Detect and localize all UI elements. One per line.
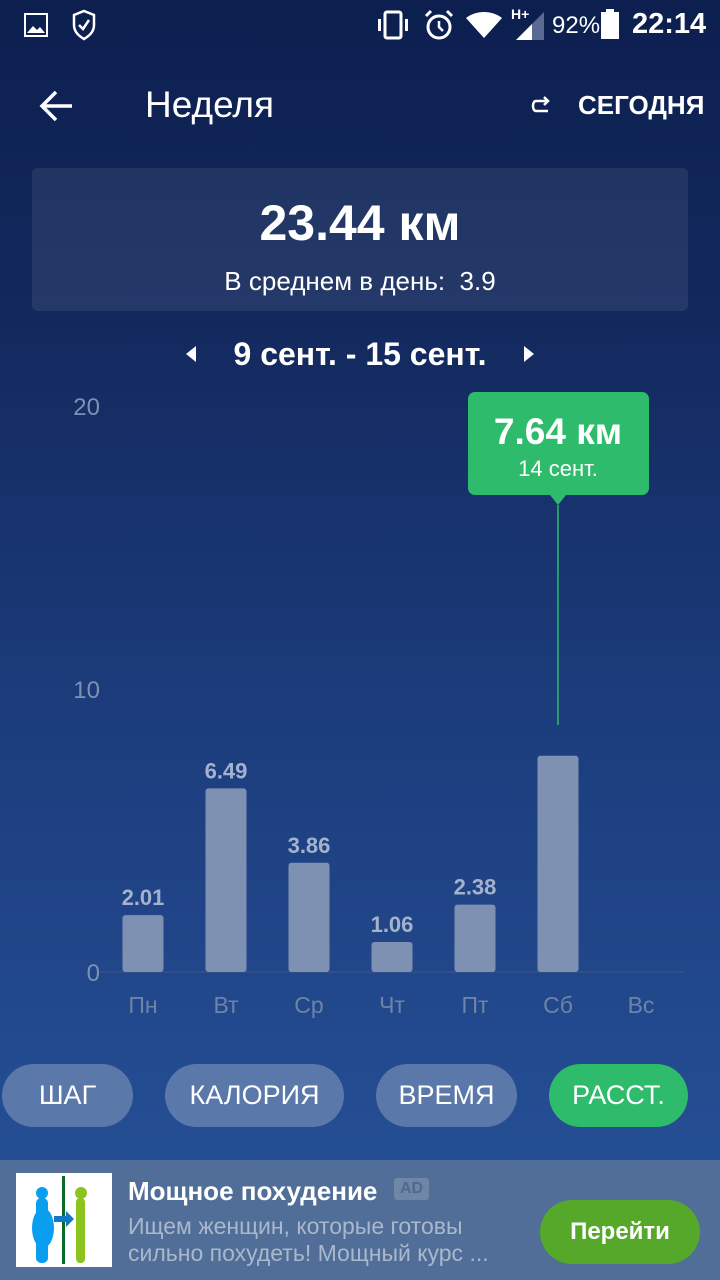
network-type: H+ xyxy=(511,6,530,22)
tab-1[interactable]: ШАГ xyxy=(2,1064,133,1127)
next-week-icon[interactable] xyxy=(522,346,536,362)
tooltip-box xyxy=(468,392,649,495)
clock: 22:14 xyxy=(632,8,707,40)
ad-text-line1: Ищем женщин, которые готовы xyxy=(128,1213,463,1239)
tab-3[interactable]: ВРЕМЯ xyxy=(376,1064,517,1127)
signal-icon xyxy=(516,12,544,40)
prev-week-icon[interactable] xyxy=(184,346,198,362)
bar-value-label: 2.01 xyxy=(122,885,165,910)
bar-Сб[interactable] xyxy=(537,755,579,972)
distance-chart: 0 10 20 2.01 Пн 6.49 Вт 3.86 Ср 1.06 Чт 2.38 Пт Сб Вс 7… xyxy=(73,392,685,1018)
bar-value-label: 2.38 xyxy=(454,875,497,900)
today-label: СЕГОДНЯ xyxy=(578,90,705,120)
ad-cta-button[interactable]: Перейти xyxy=(540,1200,700,1264)
page-title: Неделя xyxy=(145,84,275,125)
bar-Пт[interactable] xyxy=(454,904,496,972)
avg-value: 3.9 xyxy=(459,266,496,296)
avg-label: В среднем в день: xyxy=(224,266,446,296)
bar-Ср[interactable] xyxy=(288,862,330,972)
status-bar: H+ 92% 22:14 xyxy=(0,0,720,50)
x-tick-label: Вт xyxy=(213,992,239,1018)
date-range-label: 9 сент. - 15 сент. xyxy=(233,335,487,372)
image-icon xyxy=(24,13,48,37)
tooltip-date: 14 сент. xyxy=(518,456,598,481)
ad-title: Мощное похудение xyxy=(128,1176,378,1206)
x-tick-label: Пт xyxy=(461,992,489,1018)
tooltip-pointer xyxy=(550,495,566,505)
wifi-icon xyxy=(466,12,502,38)
summary-card: 23.44 км В среднем в день: 3.9 xyxy=(32,168,688,311)
bar-Вт[interactable] xyxy=(205,788,247,972)
bar-Чт[interactable] xyxy=(371,942,413,972)
x-tick-label: Ср xyxy=(294,992,323,1018)
ad-image xyxy=(16,1173,112,1267)
tab-4[interactable]: РАССТ. xyxy=(549,1064,688,1127)
battery-percent: 92% xyxy=(552,12,601,39)
ad-banner[interactable]: Мощное похудение AD Ищем женщин, которые… xyxy=(0,1160,720,1280)
app-bar: Неделя СЕГОДНЯ xyxy=(0,70,720,142)
shield-check-icon xyxy=(72,9,96,41)
battery-icon xyxy=(601,9,619,39)
bar-value-label: 3.86 xyxy=(288,833,331,858)
x-tick-label: Чт xyxy=(379,992,405,1018)
total-distance: 23.44 км xyxy=(259,195,461,251)
daily-average: В среднем в день: 3.9 xyxy=(32,266,688,297)
y-tick-label: 0 xyxy=(87,960,100,987)
today-button[interactable]: СЕГОДНЯ xyxy=(528,90,704,121)
y-tick-label: 20 xyxy=(73,394,100,421)
tab-2[interactable]: КАЛОРИЯ xyxy=(165,1064,344,1127)
back-arrow-icon[interactable] xyxy=(38,88,74,124)
bar-Пн[interactable] xyxy=(122,915,164,972)
x-tick-label: Пн xyxy=(128,992,157,1018)
vibrate-icon xyxy=(378,10,408,40)
x-tick-label: Вс xyxy=(628,992,655,1018)
tooltip-value: 7.64 км xyxy=(494,411,622,452)
x-tick-label: Сб xyxy=(543,992,573,1018)
redo-icon xyxy=(531,95,550,112)
ad-badge: AD xyxy=(394,1178,430,1200)
alarm-icon xyxy=(424,9,454,40)
y-tick-label: 10 xyxy=(73,677,100,704)
bar-value-label: 1.06 xyxy=(371,912,414,937)
date-range-nav: 9 сент. - 15 сент. xyxy=(0,332,720,376)
bar-value-label: 6.49 xyxy=(205,758,248,783)
ad-text-line2: сильно похудеть! Мощный курс ... xyxy=(128,1240,489,1266)
